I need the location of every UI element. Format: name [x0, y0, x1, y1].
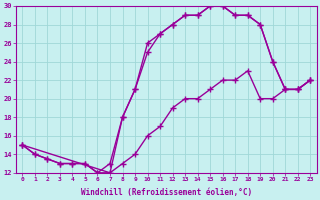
- X-axis label: Windchill (Refroidissement éolien,°C): Windchill (Refroidissement éolien,°C): [81, 188, 252, 197]
